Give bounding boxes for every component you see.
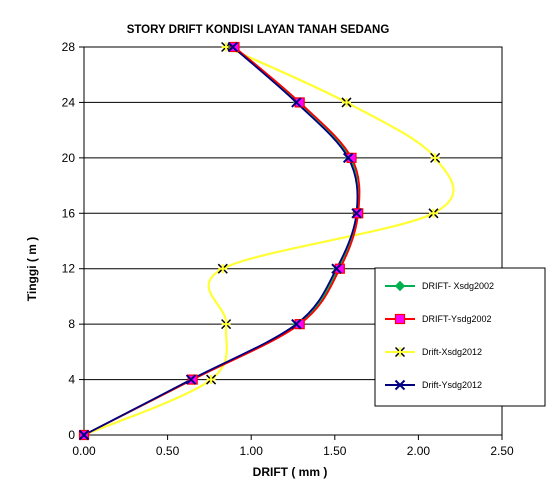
y-tick-label: 24 (62, 95, 76, 109)
y-tick-label: 4 (68, 373, 75, 387)
x-tick-label: 1.00 (240, 444, 264, 458)
data-point-s2 (428, 208, 439, 219)
legend-swatch-marker (394, 280, 406, 292)
data-point-s3 (342, 152, 354, 164)
x-tick-label: 2.00 (407, 444, 431, 458)
data-point-s2 (221, 319, 232, 330)
data-point-s2 (430, 152, 441, 163)
chart-title: STORY DRIFT KONDISI LAYAN TANAH SEDANG (127, 24, 390, 36)
y-axis-title: Tinggi ( m ) (25, 237, 39, 301)
data-point-s3 (351, 208, 362, 219)
data-point-s3 (227, 41, 239, 53)
x-tick-label: 1.50 (323, 444, 347, 458)
legend-label: DRIFT- Xsdg2002 (422, 281, 494, 291)
data-point-s3 (291, 97, 302, 108)
data-point-s3 (291, 318, 302, 330)
data-point-s1 (353, 208, 364, 219)
y-tick-label: 12 (62, 262, 76, 276)
y-tick-label: 20 (62, 151, 76, 165)
legend-swatch-marker (394, 313, 406, 325)
data-point-s1 (187, 374, 198, 385)
y-tick-label: 8 (68, 317, 75, 331)
legend-label: DRIFT-Ysdg2002 (422, 314, 492, 324)
series-lines (78, 41, 455, 441)
x-tick-label: 2.50 (490, 444, 514, 458)
data-point-s2 (206, 374, 217, 385)
legend: DRIFT- Xsdg2002 DRIFT-Ysdg2002 Drift-Xsdg2… (374, 267, 546, 407)
data-point-s3 (185, 374, 197, 385)
legend-swatch-marker (394, 379, 406, 391)
data-point-s3 (78, 429, 90, 441)
data-point-s2 (341, 97, 352, 108)
x-axis-title: DRIFT ( mm ) (253, 465, 328, 479)
legend-swatch-marker (394, 346, 406, 358)
y-tick-label: 16 (62, 206, 76, 220)
data-point-s3 (331, 263, 342, 274)
legend-label: Drift-Xsdg2012 (422, 347, 482, 357)
data-point-s1 (229, 41, 240, 53)
legend-label: Drift-Ysdg2012 (422, 380, 482, 390)
plot-area-border (83, 46, 503, 436)
data-point-s2 (217, 263, 228, 274)
y-tick-label: 28 (62, 40, 76, 54)
x-tick-label: 0.00 (72, 444, 96, 458)
y-tick-label: 0 (68, 428, 75, 442)
tick-labels: 0 4 8 12 16 20 24 28 0.00 0.50 1.00 1.50 2.00 2.50 (62, 40, 514, 458)
x-tick-label: 0.50 (156, 444, 180, 458)
